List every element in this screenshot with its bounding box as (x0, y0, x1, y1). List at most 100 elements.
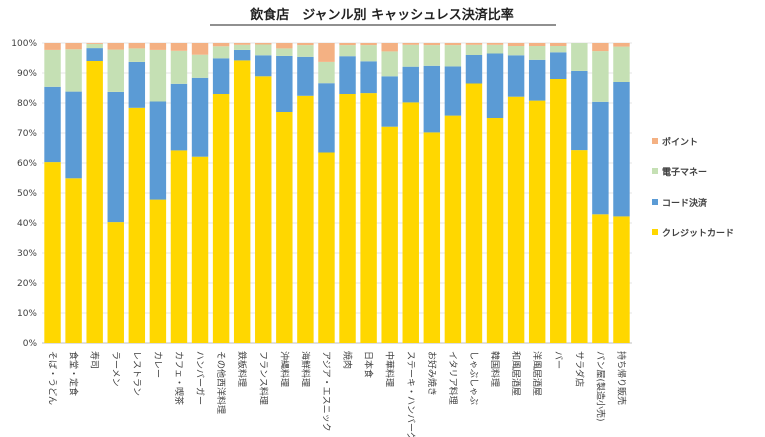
x-tick-label: 焼肉 (342, 351, 354, 369)
bar-segment (528, 46, 546, 60)
bar-segment (528, 43, 546, 46)
bar-segment (339, 45, 356, 57)
bar-segment (381, 76, 398, 127)
bar-segment (191, 156, 209, 343)
legend-label: 電子マネー (662, 167, 707, 178)
bar-segment (423, 132, 441, 343)
bar-segment (65, 49, 82, 92)
x-tick-label: フランス料理 (257, 351, 269, 405)
bar-segment (360, 93, 377, 343)
bar-segment (402, 44, 419, 67)
bar-segment (444, 43, 462, 46)
bar-segment (465, 44, 483, 55)
bar-segment (233, 49, 251, 61)
bar-segment (170, 43, 188, 51)
bar-segment (402, 43, 419, 45)
bar-segment (318, 61, 335, 84)
bar-segment (86, 43, 103, 44)
legend-swatch (652, 168, 658, 174)
x-tick-label: アジア・エスニック (320, 351, 331, 432)
bar-segment (402, 66, 419, 103)
bar-segment (613, 216, 630, 343)
bar-segment (423, 43, 441, 46)
bar-segment (191, 43, 209, 55)
bar-segment (65, 178, 82, 343)
x-tick-label: その他西洋料理 (215, 351, 227, 414)
bar-segment (149, 43, 167, 50)
bar-segment (212, 94, 230, 343)
bar-segment (128, 61, 146, 108)
bar-segment (128, 48, 146, 62)
x-tick-label: 寿司 (89, 351, 101, 369)
y-tick-label: 100% (11, 39, 37, 49)
bar-segment (276, 112, 293, 343)
y-tick-label: 10% (17, 309, 37, 319)
bar-segment (107, 222, 124, 343)
legend-label: ポイント (662, 136, 698, 148)
bar-segment (170, 83, 188, 151)
bar-segment (339, 56, 356, 94)
x-axis-labels: そば・うどん 食堂・定食 寿司 ラーメン レストラン カレー カフェ・喫茶 ハンバーガー その他… (47, 351, 628, 437)
bar-segment (255, 43, 272, 45)
bar-segment (592, 43, 609, 52)
x-tick-label: ラーメン (110, 351, 121, 387)
bar-segment (465, 43, 483, 45)
bar-segment (149, 101, 167, 200)
bar-segment (550, 43, 567, 46)
bar-segment (191, 77, 209, 157)
y-tick-label: 90% (17, 69, 37, 79)
bar-segment (486, 43, 504, 45)
bar-segment (360, 43, 377, 46)
bar-segment (65, 91, 82, 179)
y-tick-label: 20% (17, 279, 37, 289)
x-tick-label: 鉄板料理 (236, 351, 248, 387)
bar-segment (339, 94, 356, 343)
y-tick-label: 60% (17, 159, 37, 169)
bar-segment (507, 96, 525, 343)
bar-segment (107, 49, 124, 92)
legend-swatch (652, 138, 658, 144)
bar-segment (550, 79, 567, 343)
bar-segment (255, 44, 272, 56)
bar-segment (528, 59, 546, 101)
bar-segment (255, 55, 272, 77)
bar-segment (233, 43, 251, 45)
y-tick-label: 30% (17, 249, 37, 259)
bar-segment (318, 152, 335, 343)
bar-segment (381, 51, 398, 77)
x-tick-label: 洋風居酒屋 (531, 351, 543, 396)
bar-segment (360, 45, 377, 62)
bar-segment (444, 115, 462, 343)
bar-segment (297, 43, 314, 46)
legend-swatch (652, 229, 658, 235)
x-tick-label: レストラン (131, 351, 142, 396)
bar-segment (423, 45, 441, 66)
x-tick-label: しゃぶしゃぶ (468, 351, 479, 405)
legend-label: コード決済 (662, 197, 708, 209)
bar-segment (128, 107, 146, 343)
bar-segment (297, 95, 314, 343)
bar-segment (65, 43, 82, 50)
bar-segment (613, 46, 630, 82)
x-tick-label: ステーキ・ハンバーグ (405, 351, 417, 437)
bar-segment (444, 66, 462, 116)
x-tick-label: 日本食 (363, 351, 375, 378)
bar-segment (276, 48, 293, 56)
y-tick-label: 80% (17, 99, 37, 109)
bar-segment (507, 46, 525, 56)
bar-segment (465, 55, 483, 84)
bar-segment (381, 43, 398, 52)
y-tick-label: 40% (17, 219, 37, 229)
bar-segment (255, 76, 272, 344)
bars (44, 43, 630, 344)
bar-segment (170, 50, 188, 84)
x-tick-label: パン屋(製造小売) (594, 351, 606, 421)
y-tick-label: 0% (23, 339, 38, 349)
bar-segment (44, 162, 61, 343)
bar-segment (107, 43, 124, 50)
bar-segment (44, 43, 61, 50)
bar-segment (423, 65, 441, 133)
x-tick-label: 韓国料理 (489, 351, 501, 387)
